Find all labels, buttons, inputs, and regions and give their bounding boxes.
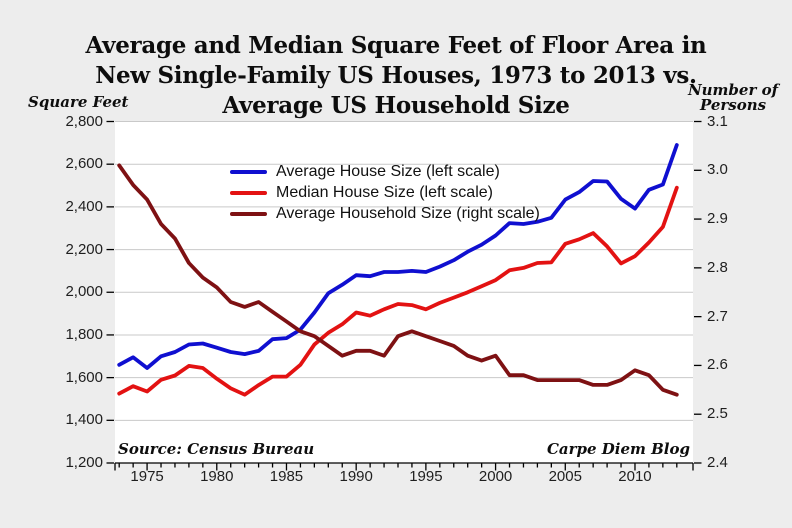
source-caption: Source: Census Bureau (118, 440, 315, 458)
legend-row-median-house-size: Median House Size (left scale) (230, 182, 540, 203)
y-right-tick-label: 2.8 (707, 258, 728, 276)
legend-label-median-house-size: Median House Size (left scale) (276, 183, 493, 201)
y-right-tick-label: 2.7 (707, 307, 728, 325)
y-right-tick-label: 2.5 (707, 405, 728, 423)
y-left-tick-label: 2,800 (65, 112, 103, 130)
series-line-average-household-size (117, 163, 679, 397)
x-tick-label: 1990 (339, 468, 373, 485)
y-left-tick-label: 2,200 (65, 240, 103, 258)
y-right-tick-label: 2.4 (707, 454, 728, 471)
right-axis-title: Number of Persons (685, 83, 781, 113)
y-right-tick-label: 3.0 (707, 161, 728, 179)
right-axis-title-line1: Number of (687, 81, 779, 99)
chart-title-line1: Average and Median Square Feet of Floor … (85, 32, 707, 59)
chart-title: Average and Median Square Feet of Floor … (0, 31, 792, 121)
y-right-tick-label: 2.6 (707, 356, 728, 374)
legend: Average House Size (left scale) Median Ho… (230, 161, 540, 225)
legend-row-average-house-size: Average House Size (left scale) (230, 161, 540, 182)
x-tick-label: 2000 (478, 468, 513, 485)
chart-title-line3: Average US Household Size (222, 92, 570, 119)
legend-row-average-household-size: Average Household Size (right scale) (230, 204, 540, 225)
right-axis-title-line2: Persons (699, 96, 767, 114)
y-left-tick-label: 1,200 (65, 454, 103, 471)
y-right-tick-label: 2.9 (707, 210, 728, 228)
legend-swatch-average-house-size (230, 169, 267, 174)
x-tick-label: 1995 (409, 468, 443, 485)
x-tick-label: 1980 (200, 468, 234, 485)
y-left-tick-label: 1,800 (65, 325, 103, 343)
series-line-average-house-size (117, 143, 679, 370)
left-axis-title: Square Feet (28, 93, 129, 111)
y-left-tick-label: 2,000 (65, 283, 103, 301)
y-left-tick-label: 2,400 (65, 197, 103, 215)
legend-swatch-average-household-size (230, 212, 267, 217)
series-line-median-house-size (117, 185, 679, 397)
legend-label-average-house-size: Average House Size (left scale) (276, 162, 500, 180)
x-tick-label: 1975 (130, 468, 164, 485)
y-right-tick-label: 3.1 (707, 112, 728, 130)
x-tick-label: 2010 (618, 468, 652, 485)
legend-swatch-median-house-size (230, 190, 267, 195)
y-left-tick-label: 2,600 (65, 155, 103, 173)
legend-label-average-household-size: Average Household Size (right scale) (276, 205, 540, 223)
x-tick-label: 1985 (269, 468, 304, 485)
y-left-tick-label: 1,600 (65, 368, 103, 386)
x-tick-label: 2005 (548, 468, 582, 485)
y-left-tick-label: 1,400 (65, 411, 103, 429)
chart-title-line2: New Single-Family US Houses, 1973 to 201… (95, 62, 697, 89)
credit-caption: Carpe Diem Blog (546, 440, 690, 458)
